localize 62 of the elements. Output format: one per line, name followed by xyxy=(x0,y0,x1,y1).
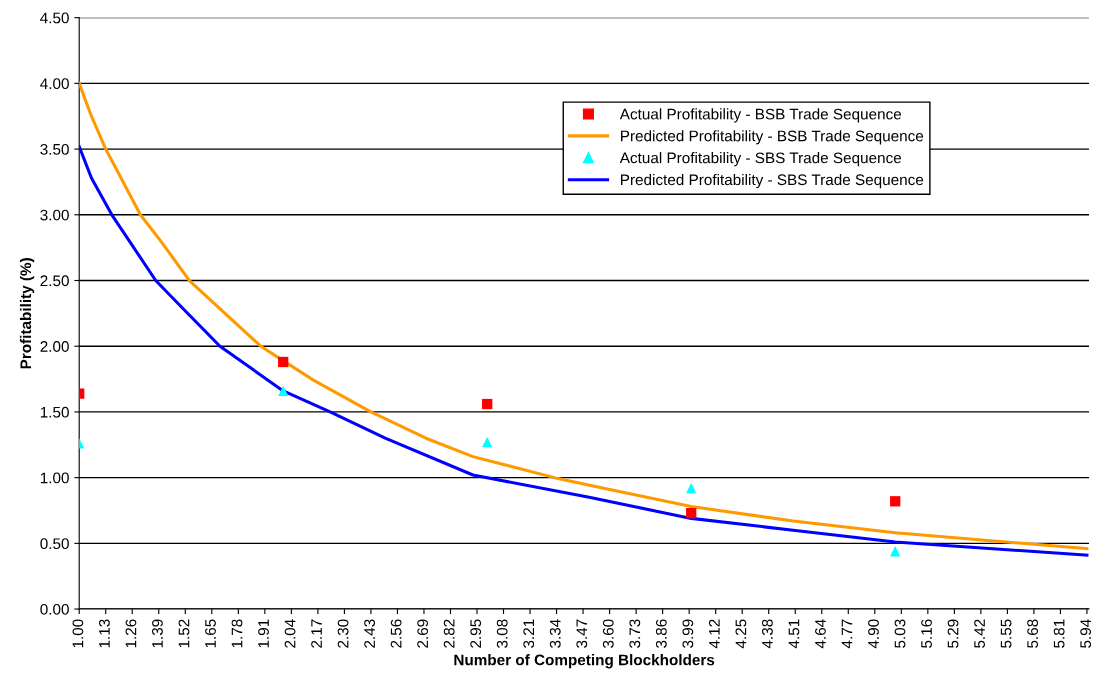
y-tick-label: 1.50 xyxy=(40,406,69,418)
x-tick-label: 3.60 xyxy=(602,619,614,648)
y-tick-label: 2.00 xyxy=(40,341,69,352)
point xyxy=(278,356,289,368)
x-tick-label: 3.73 xyxy=(629,619,641,648)
x-tick-label: 5.16 xyxy=(921,619,932,648)
x-tick-label: 1.26 xyxy=(125,619,137,648)
point xyxy=(686,483,697,494)
x-tick-label: 5.42 xyxy=(974,619,985,648)
x-tick-label: 5.55 xyxy=(1000,619,1012,648)
legend-label: Predicted Profitability - SBS Trade Sequence xyxy=(621,173,924,189)
point xyxy=(482,398,493,410)
x-tick-label: 3.86 xyxy=(655,619,667,648)
legend-label: Actual Profitability - BSB Trade Sequence xyxy=(619,108,902,123)
x-tick-label: 2.56 xyxy=(390,619,402,648)
point xyxy=(278,385,289,397)
y-tick-label: 3.50 xyxy=(40,143,69,155)
x-tick-label: 4.90 xyxy=(868,619,879,649)
x-tick-label: 3.34 xyxy=(549,619,561,648)
x-tick-label: 2.43 xyxy=(364,619,376,648)
point xyxy=(890,546,901,557)
x-tick-label: 4.38 xyxy=(762,619,773,649)
y-tick-label: 4.00 xyxy=(40,78,69,90)
y-tick-label: 2.50 xyxy=(40,275,69,287)
x-tick-label: 2.17 xyxy=(311,619,322,648)
y-tick-label: 1.00 xyxy=(40,472,69,484)
x-tick-label: 1.78 xyxy=(231,619,243,648)
x-tick-label: 5.68 xyxy=(1027,619,1039,648)
y-tick-label: 3.00 xyxy=(40,209,69,221)
point xyxy=(890,496,901,507)
x-tick-label: 4.77 xyxy=(841,619,853,649)
x-tick-label: 3.21 xyxy=(523,619,535,648)
y-axis-title: Profitability (%) xyxy=(19,258,35,369)
x-axis-title: Number of Competing Blockholders xyxy=(454,654,715,669)
x-tick-label: 4.64 xyxy=(815,619,826,649)
x-tick-label: 4.25 xyxy=(735,619,747,649)
x-tick-label: 2.82 xyxy=(443,619,455,648)
x-tick-label: 5.94 xyxy=(1080,619,1092,648)
x-tick-label: 1.39 xyxy=(152,619,163,648)
x-tick-label: 2.30 xyxy=(337,619,349,648)
x-tick-label: 2.04 xyxy=(284,619,296,648)
x-tick-label: 2.69 xyxy=(417,619,429,648)
x-tick-label: 1.52 xyxy=(178,619,190,648)
x-tick-label: 4.12 xyxy=(708,619,720,649)
x-tick-label: 3.08 xyxy=(496,619,508,648)
x-tick-label: 4.51 xyxy=(788,619,800,649)
x-tick-label: 3.99 xyxy=(682,619,694,648)
x-tick-label: 2.95 xyxy=(470,619,482,648)
y-tick-label: 0.00 xyxy=(40,603,69,615)
point xyxy=(482,437,493,448)
x-tick-label: 1.13 xyxy=(99,619,110,648)
legend-label: Predicted Profitability - BSB Trade Sequence xyxy=(621,130,924,145)
y-tick-label: 0.50 xyxy=(40,538,69,550)
x-tick-label: 5.81 xyxy=(1053,619,1065,648)
x-tick-label: 5.29 xyxy=(947,619,959,648)
x-tick-label: 1.65 xyxy=(205,619,216,648)
x-tick-label: 5.03 xyxy=(894,619,906,648)
legend-label: Actual Profitability - SBS Trade Sequence xyxy=(619,152,902,167)
x-tick-label: 1.91 xyxy=(258,619,269,648)
x-tick-label: 3.47 xyxy=(576,619,588,648)
point xyxy=(686,507,697,519)
y-tick-label: 4.50 xyxy=(40,12,69,24)
